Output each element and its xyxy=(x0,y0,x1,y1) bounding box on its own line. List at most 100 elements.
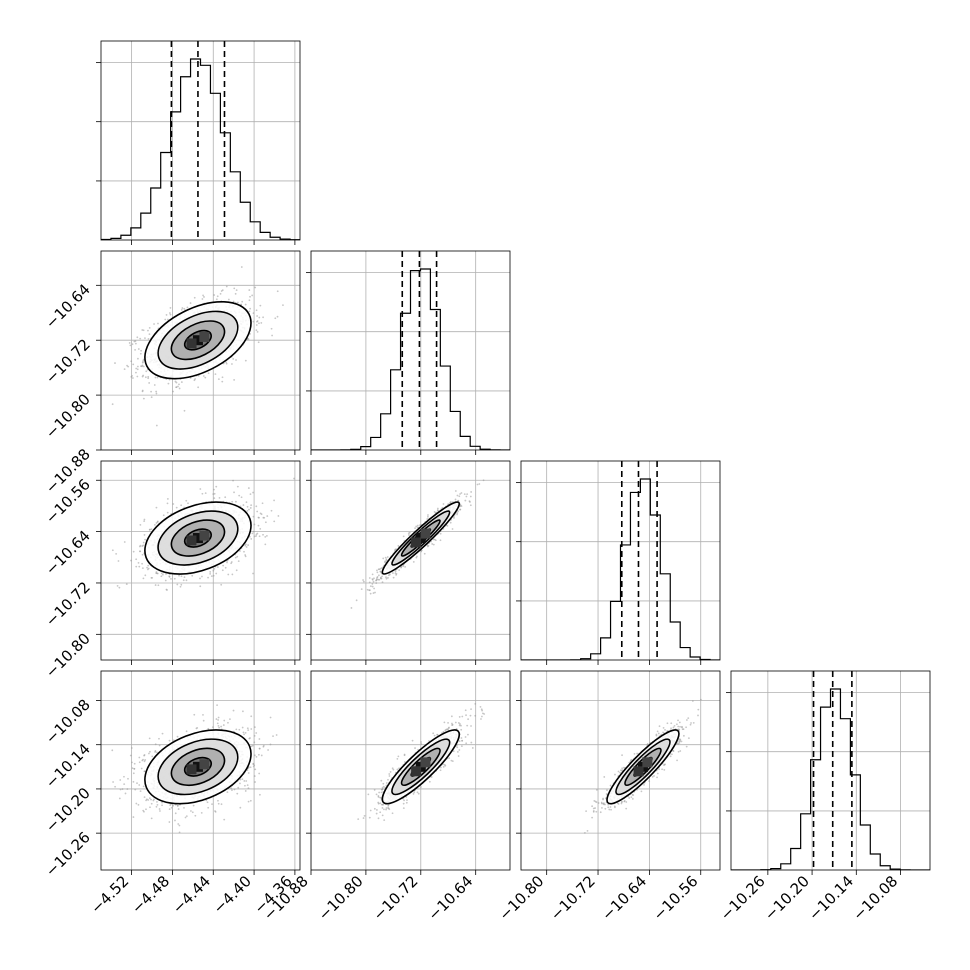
scatter-point xyxy=(212,493,215,495)
scatter-point xyxy=(376,569,378,572)
scatter-point xyxy=(372,580,375,583)
scatter-point xyxy=(215,572,218,575)
scatter-point xyxy=(141,361,144,364)
scatter-point xyxy=(142,365,145,368)
scatter-point xyxy=(231,500,234,503)
scatter-point xyxy=(374,591,376,594)
x-tick-label: −10.26 xyxy=(717,872,769,924)
x-tick-label: −10.14 xyxy=(805,872,857,924)
scatter-point xyxy=(161,573,164,576)
scatter-point xyxy=(217,716,220,719)
scatter-point xyxy=(255,329,258,332)
scatter-point xyxy=(262,533,264,536)
scatter-point xyxy=(135,565,138,568)
scatter-point xyxy=(136,375,139,378)
joint-panel-0-3: −4.52−4.48−4.44−4.40−4.36−10.26−10.20−10… xyxy=(42,670,301,917)
scatter-point xyxy=(178,383,180,386)
scatter-point xyxy=(134,340,137,343)
scatter-point xyxy=(384,556,387,559)
scatter-point xyxy=(257,516,260,519)
density-core xyxy=(420,528,431,539)
scatter-point xyxy=(215,298,218,301)
scatter-point xyxy=(258,535,261,538)
density-core xyxy=(199,331,210,342)
scatter-point xyxy=(165,314,168,316)
scatter-point xyxy=(397,544,400,547)
scatter-point xyxy=(231,789,233,792)
scatter-point xyxy=(111,549,114,552)
scatter-point xyxy=(247,338,250,341)
scatter-point xyxy=(255,324,258,326)
y-tick-label: −10.72 xyxy=(42,335,94,387)
scatter-point xyxy=(456,512,459,515)
scatter-point xyxy=(442,503,445,505)
scatter-point xyxy=(154,743,157,746)
scatter-point xyxy=(141,567,144,570)
scatter-point xyxy=(139,523,142,526)
scatter-point xyxy=(373,577,375,580)
scatter-point xyxy=(246,505,249,508)
scatter-point xyxy=(174,812,177,815)
scatter-point xyxy=(143,520,146,523)
hist-panel-3: −10.26−10.20−10.14−10.08 xyxy=(717,670,931,924)
scatter-point xyxy=(371,578,374,580)
scatter-point xyxy=(166,498,169,500)
scatter-point xyxy=(147,337,150,340)
panel-body xyxy=(101,461,300,660)
scatter-point xyxy=(168,575,171,578)
scatter-point xyxy=(168,808,171,811)
scatter-point xyxy=(181,307,184,309)
scatter-point xyxy=(141,553,144,556)
scatter-point xyxy=(400,565,403,568)
scatter-point xyxy=(192,804,195,807)
scatter-point xyxy=(185,579,188,582)
scatter-point xyxy=(433,538,436,541)
scatter-point xyxy=(115,552,118,555)
scatter-point xyxy=(148,528,151,531)
scatter-point xyxy=(449,521,452,524)
scatter-point xyxy=(150,396,153,399)
scatter-point xyxy=(132,550,135,553)
panel-body xyxy=(101,671,300,870)
scatter-point xyxy=(213,567,216,570)
scatter-point xyxy=(183,307,186,310)
scatter-point xyxy=(175,381,178,384)
scatter-point xyxy=(459,508,461,511)
scatter-point xyxy=(260,322,263,324)
scatter-point xyxy=(139,550,141,553)
scatter-point xyxy=(355,599,358,602)
scatter-point xyxy=(218,726,221,729)
scatter-point xyxy=(239,550,241,552)
scatter-point xyxy=(259,527,262,530)
scatter-point xyxy=(201,492,204,495)
scatter-point xyxy=(202,294,204,297)
scatter-point xyxy=(282,304,284,307)
scatter-point xyxy=(130,559,132,562)
scatter-point xyxy=(252,515,255,518)
scatter-point xyxy=(137,803,140,806)
scatter-point xyxy=(161,804,163,807)
scatter-point xyxy=(427,515,429,518)
scatter-point xyxy=(238,494,241,497)
scatter-point xyxy=(254,286,257,289)
scatter-point xyxy=(427,514,429,516)
scatter-point xyxy=(293,477,295,480)
scatter-point xyxy=(202,375,205,377)
scatter-point xyxy=(463,493,466,496)
scatter-point xyxy=(459,493,461,495)
scatter-point xyxy=(153,384,156,386)
scatter-point xyxy=(252,572,254,575)
scatter-point xyxy=(241,300,244,303)
scatter-point xyxy=(247,487,250,489)
scatter-point xyxy=(201,298,204,300)
scatter-point xyxy=(240,266,243,268)
density-core xyxy=(192,533,203,544)
scatter-point xyxy=(180,504,183,507)
scatter-point xyxy=(170,806,173,809)
scatter-point xyxy=(220,725,223,728)
scatter-point xyxy=(257,753,260,756)
scatter-point xyxy=(457,499,460,502)
scatter-point xyxy=(239,778,242,781)
scatter-point xyxy=(244,303,247,306)
scatter-point xyxy=(150,528,153,531)
